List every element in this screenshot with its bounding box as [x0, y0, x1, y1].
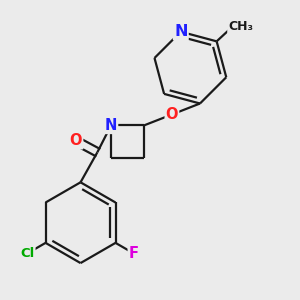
Text: N: N [174, 24, 188, 39]
Text: N: N [105, 118, 117, 133]
Text: O: O [70, 133, 82, 148]
Text: F: F [129, 246, 139, 261]
Text: O: O [166, 107, 178, 122]
Text: Cl: Cl [20, 247, 34, 260]
Text: CH₃: CH₃ [228, 20, 253, 33]
